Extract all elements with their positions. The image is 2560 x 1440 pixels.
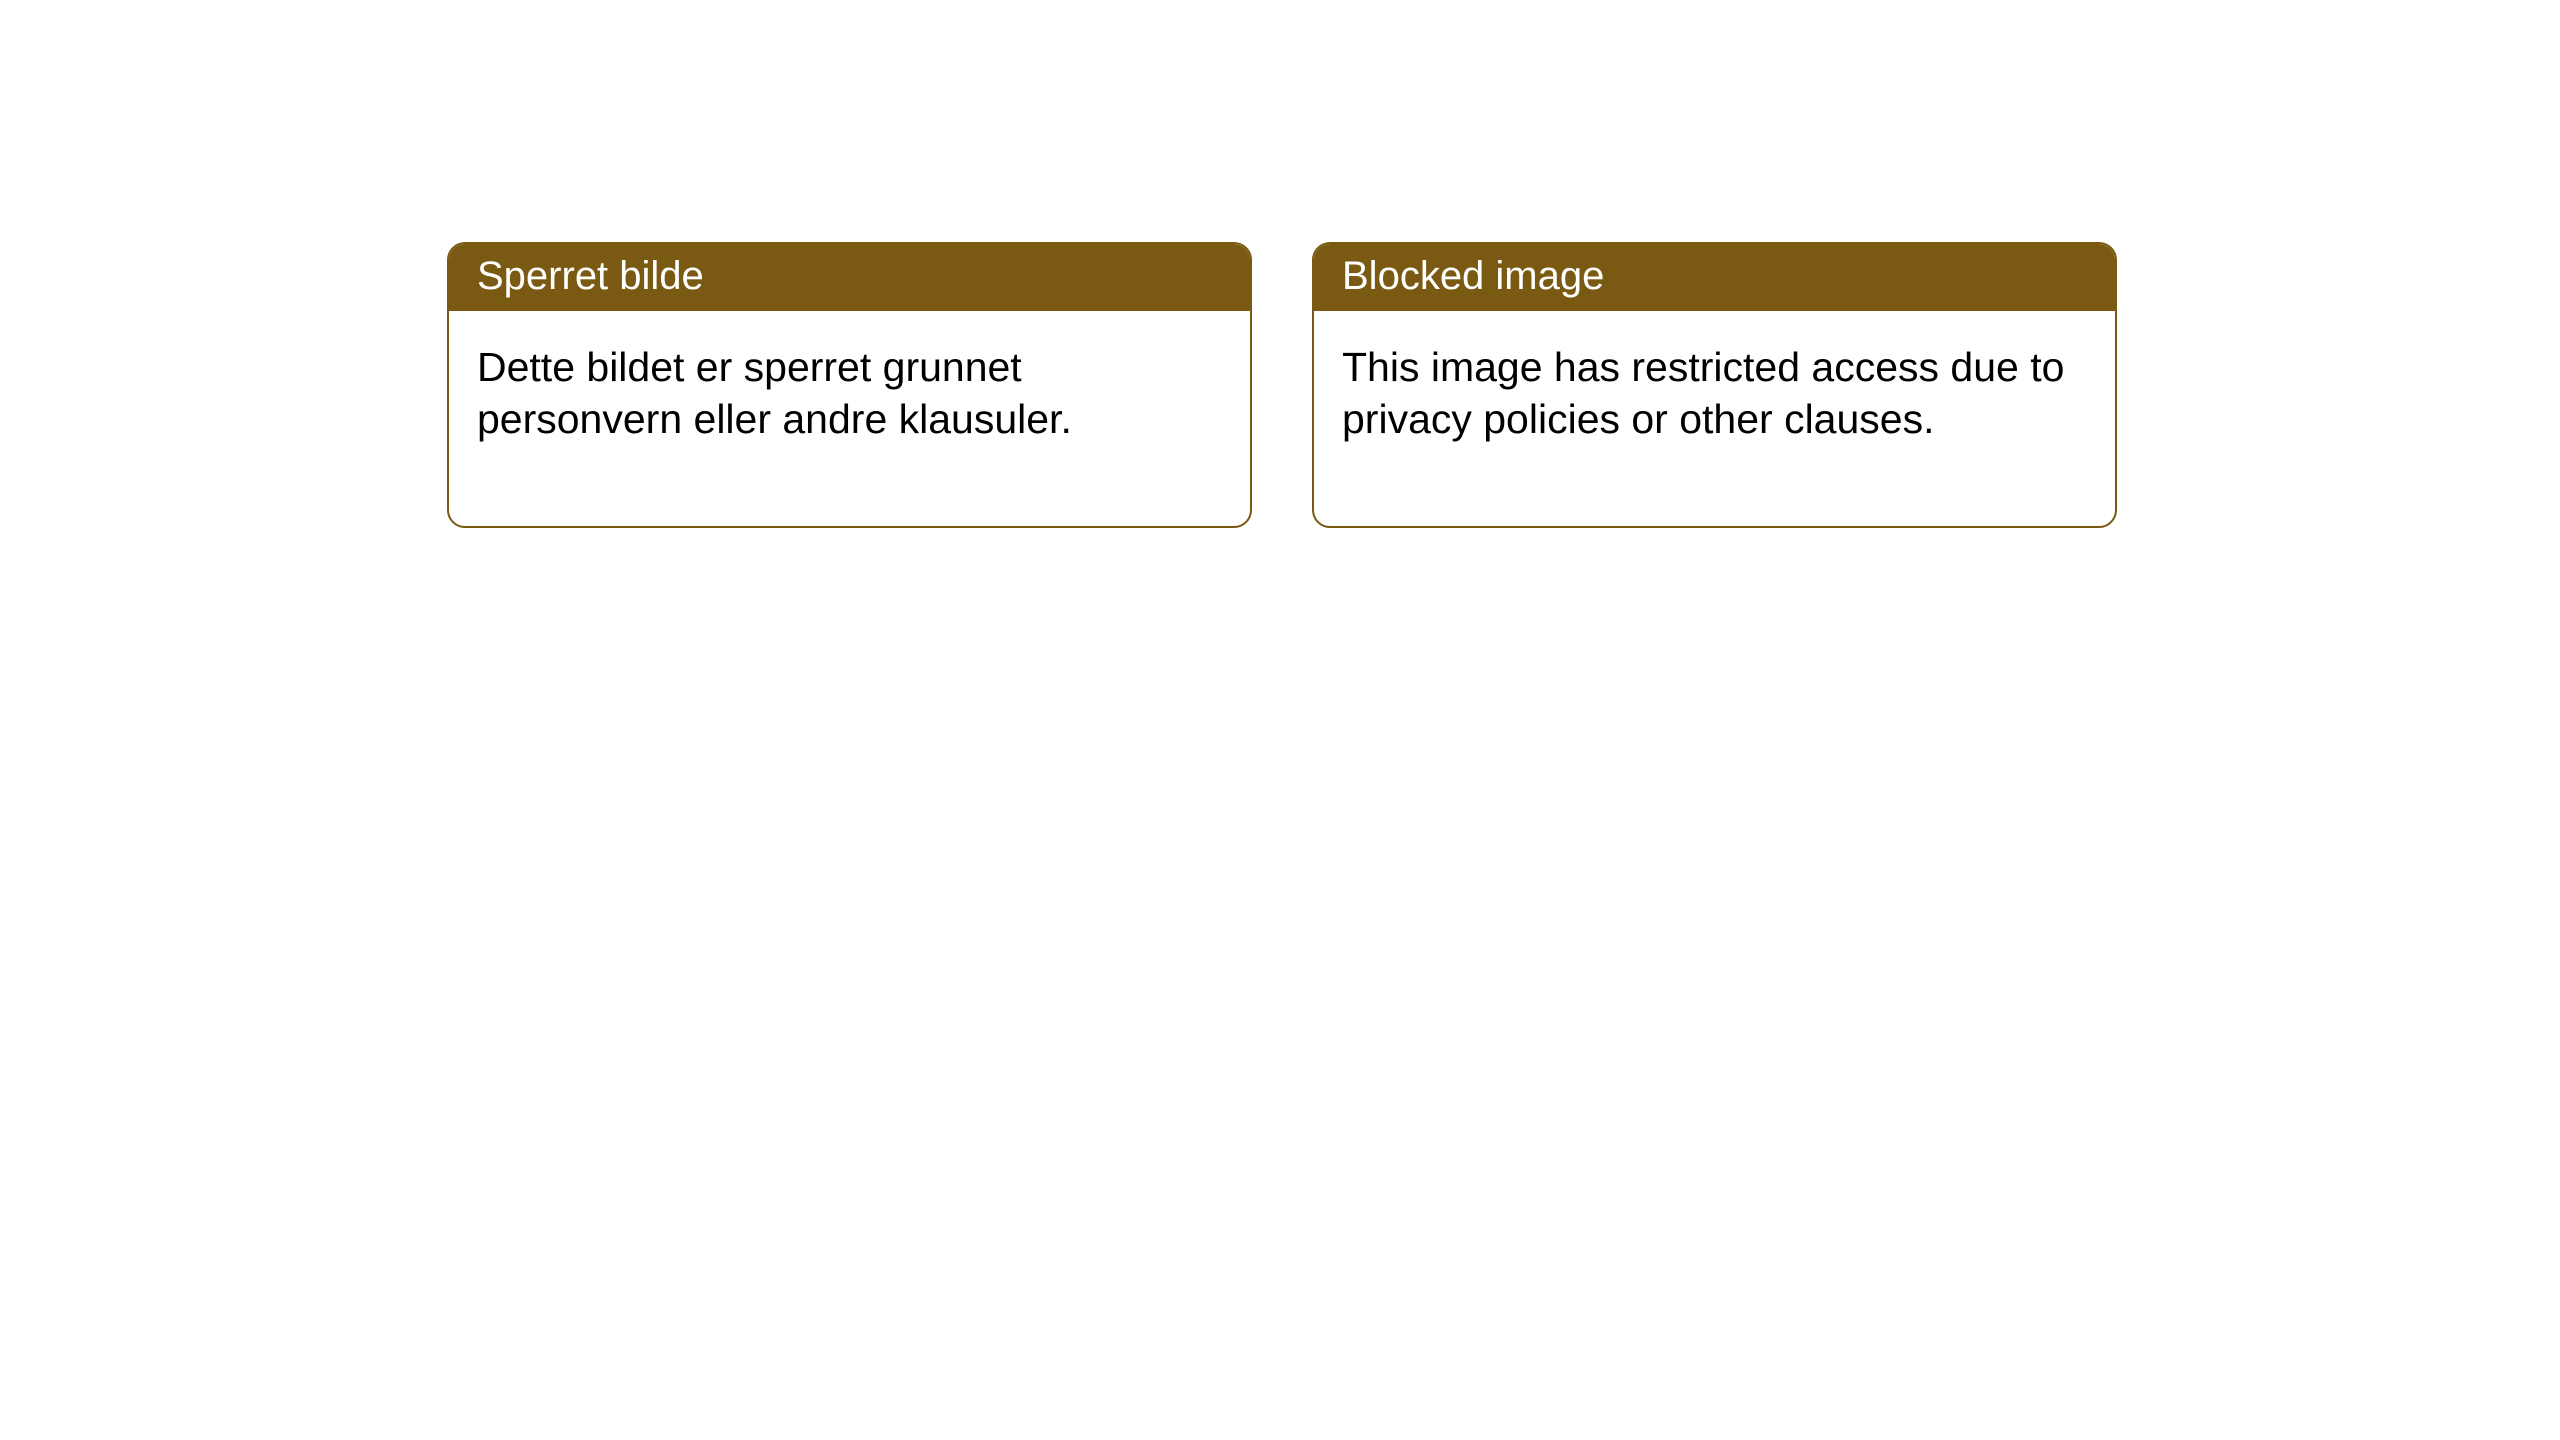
- blocked-image-notices: Sperret bilde Dette bildet er sperret gr…: [447, 242, 2117, 528]
- notice-card-english: Blocked image This image has restricted …: [1312, 242, 2117, 528]
- card-body-text: Dette bildet er sperret grunnet personve…: [477, 344, 1072, 442]
- card-body-text: This image has restricted access due to …: [1342, 344, 2064, 442]
- card-body: This image has restricted access due to …: [1314, 311, 2115, 526]
- card-header: Sperret bilde: [449, 244, 1250, 311]
- card-header: Blocked image: [1314, 244, 2115, 311]
- card-body: Dette bildet er sperret grunnet personve…: [449, 311, 1250, 526]
- card-title: Sperret bilde: [477, 254, 704, 298]
- notice-card-norwegian: Sperret bilde Dette bildet er sperret gr…: [447, 242, 1252, 528]
- card-title: Blocked image: [1342, 254, 1604, 298]
